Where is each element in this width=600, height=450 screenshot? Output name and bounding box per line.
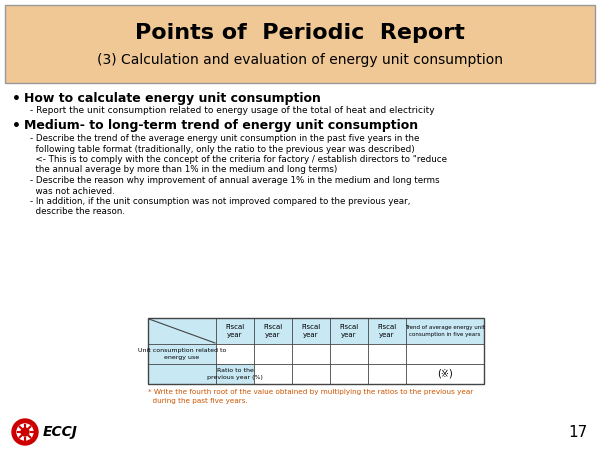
Circle shape: [17, 424, 33, 440]
Text: <- This is to comply with the concept of the criteria for factory / establish di: <- This is to comply with the concept of…: [30, 155, 447, 164]
Bar: [148, 364, 254, 384]
Text: Fiscal
year: Fiscal year: [263, 324, 283, 338]
Text: How to calculate energy unit consumption: How to calculate energy unit consumption: [24, 92, 321, 105]
Text: - In addition, if the unit consumption was not improved compared to the previous: - In addition, if the unit consumption w…: [30, 197, 410, 206]
Bar: [148, 318, 484, 384]
Text: - Describe the reason why improvement of annual average 1% in the medium and lon: - Describe the reason why improvement of…: [30, 176, 440, 185]
Text: - Describe the trend of the average energy unit consumption in the past five yea: - Describe the trend of the average ener…: [30, 134, 419, 143]
Text: •: •: [12, 119, 21, 133]
Text: - Report the unit consumption related to energy usage of the total of heat and e: - Report the unit consumption related to…: [30, 106, 434, 115]
Bar: [148, 318, 484, 384]
Bar: [148, 344, 216, 364]
Text: Medium- to long-term trend of energy unit consumption: Medium- to long-term trend of energy uni…: [24, 119, 418, 132]
Text: * Write the fourth root of the value obtained by multiplying the ratios to the p: * Write the fourth root of the value obt…: [148, 389, 473, 395]
Text: Fiscal
year: Fiscal year: [377, 324, 397, 338]
Text: Fiscal
year: Fiscal year: [226, 324, 245, 338]
Text: Fiscal
year: Fiscal year: [340, 324, 359, 338]
Bar: [148, 318, 484, 344]
Circle shape: [12, 419, 38, 445]
Text: Trend of average energy unit
consumption in five years: Trend of average energy unit consumption…: [405, 325, 485, 337]
Text: Points of  Periodic  Report: Points of Periodic Report: [135, 23, 465, 43]
Text: describe the reason.: describe the reason.: [30, 207, 125, 216]
Text: during the past five years.: during the past five years.: [148, 398, 248, 404]
Text: (3) Calculation and evaluation of energy unit consumption: (3) Calculation and evaluation of energy…: [97, 53, 503, 67]
Text: (※): (※): [437, 369, 453, 379]
Bar: [5, 5, 595, 83]
Text: 17: 17: [569, 425, 588, 440]
Text: was not achieved.: was not achieved.: [30, 186, 115, 195]
Text: the annual average by more than 1% in the medium and long terms): the annual average by more than 1% in th…: [30, 166, 337, 175]
Text: ECCJ: ECCJ: [43, 425, 78, 439]
Text: •: •: [12, 92, 21, 106]
Text: Fiscal
year: Fiscal year: [301, 324, 320, 338]
Text: following table format (traditionally, only the ratio to the previous year was d: following table format (traditionally, o…: [30, 144, 415, 153]
Circle shape: [21, 428, 29, 436]
Text: Ratio to the
previous year (%): Ratio to the previous year (%): [207, 369, 263, 380]
Text: Unit consumption related to
energy use: Unit consumption related to energy use: [138, 348, 226, 360]
